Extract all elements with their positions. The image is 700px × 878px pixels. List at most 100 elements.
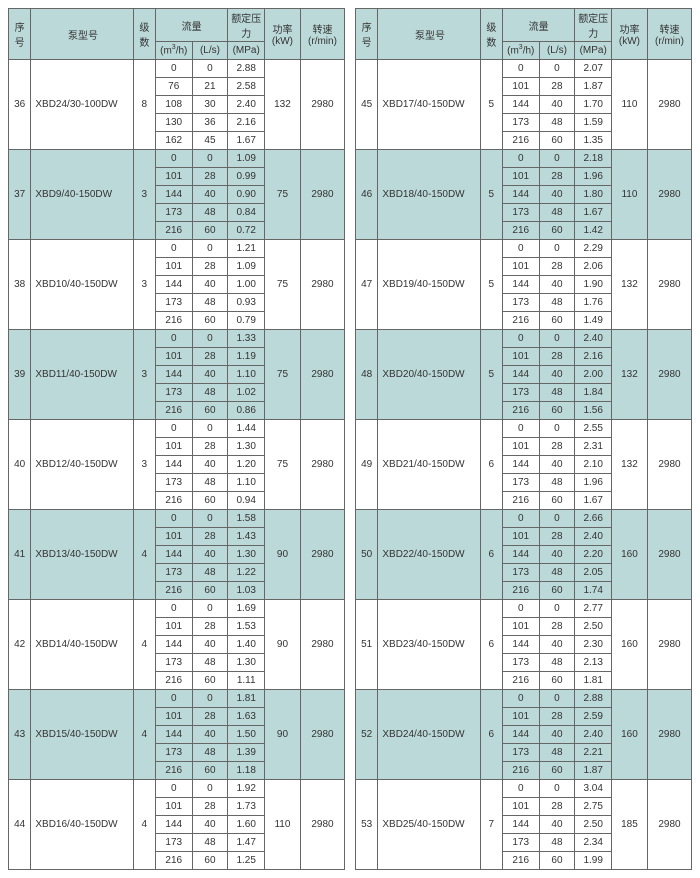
kw-cell: 90 xyxy=(264,510,300,600)
kw-cell: 160 xyxy=(611,510,647,600)
mpa-cell: 1.67 xyxy=(575,492,612,510)
m3h-cell: 0 xyxy=(155,330,192,348)
ls-cell: 60 xyxy=(539,672,575,690)
header-stages: 级数 xyxy=(133,9,155,60)
m3h-cell: 173 xyxy=(155,834,192,852)
mpa-cell: 1.30 xyxy=(228,438,265,456)
kw-cell: 110 xyxy=(264,780,300,870)
ls-cell: 0 xyxy=(192,780,228,798)
mpa-cell: 1.47 xyxy=(228,834,265,852)
ls-cell: 60 xyxy=(192,312,228,330)
mpa-cell: 1.42 xyxy=(575,222,612,240)
seq-cell: 45 xyxy=(356,60,378,150)
mpa-cell: 2.07 xyxy=(575,60,612,78)
ls-cell: 48 xyxy=(192,474,228,492)
ls-cell: 45 xyxy=(192,132,228,150)
rpm-cell: 2980 xyxy=(300,510,344,600)
header-speed: 转速(r/min) xyxy=(647,9,691,60)
mpa-cell: 1.20 xyxy=(228,456,265,474)
right-spec-table: 序号 泵型号 级数 流量 额定压力 功率(kW) 转速(r/min) (m3/h… xyxy=(355,8,692,870)
m3h-cell: 101 xyxy=(502,528,539,546)
stages-cell: 5 xyxy=(480,150,502,240)
stages-cell: 7 xyxy=(480,780,502,870)
m3h-cell: 173 xyxy=(502,744,539,762)
mpa-cell: 1.59 xyxy=(575,114,612,132)
ls-cell: 60 xyxy=(539,582,575,600)
mpa-cell: 1.58 xyxy=(228,510,265,528)
header-power: 功率(kW) xyxy=(611,9,647,60)
mpa-cell: 1.74 xyxy=(575,582,612,600)
m3h-cell: 101 xyxy=(155,618,192,636)
header-seq: 序号 xyxy=(9,9,31,60)
mpa-cell: 2.50 xyxy=(575,618,612,636)
model-cell: XBD23/40-150DW xyxy=(378,600,480,690)
mpa-cell: 2.05 xyxy=(575,564,612,582)
m3h-cell: 144 xyxy=(502,726,539,744)
model-cell: XBD24/30-100DW xyxy=(31,60,133,150)
rpm-cell: 2980 xyxy=(300,150,344,240)
ls-cell: 60 xyxy=(192,852,228,870)
rpm-cell: 2980 xyxy=(300,420,344,510)
mpa-cell: 1.67 xyxy=(575,204,612,222)
ls-cell: 0 xyxy=(539,60,575,78)
rpm-cell: 2980 xyxy=(647,60,691,150)
m3h-cell: 173 xyxy=(502,294,539,312)
ls-cell: 0 xyxy=(539,240,575,258)
m3h-cell: 173 xyxy=(502,564,539,582)
seq-cell: 46 xyxy=(356,150,378,240)
ls-cell: 48 xyxy=(192,564,228,582)
m3h-cell: 173 xyxy=(502,834,539,852)
mpa-cell: 1.80 xyxy=(575,186,612,204)
model-cell: XBD13/40-150DW xyxy=(31,510,133,600)
mpa-cell: 2.59 xyxy=(575,708,612,726)
ls-cell: 0 xyxy=(539,780,575,798)
seq-cell: 48 xyxy=(356,330,378,420)
ls-cell: 40 xyxy=(192,546,228,564)
model-cell: XBD19/40-150DW xyxy=(378,240,480,330)
ls-cell: 0 xyxy=(539,420,575,438)
m3h-cell: 144 xyxy=(155,186,192,204)
rpm-cell: 2980 xyxy=(647,420,691,510)
mpa-cell: 1.67 xyxy=(228,132,265,150)
ls-cell: 48 xyxy=(539,384,575,402)
kw-cell: 110 xyxy=(611,150,647,240)
ls-cell: 48 xyxy=(539,294,575,312)
seq-cell: 37 xyxy=(9,150,31,240)
m3h-cell: 216 xyxy=(155,402,192,420)
m3h-cell: 144 xyxy=(155,546,192,564)
header-pressure: 额定压力 xyxy=(575,9,612,42)
model-cell: XBD9/40-150DW xyxy=(31,150,133,240)
kw-cell: 90 xyxy=(264,600,300,690)
ls-cell: 28 xyxy=(539,258,575,276)
ls-cell: 40 xyxy=(539,456,575,474)
mpa-cell: 1.03 xyxy=(228,582,265,600)
kw-cell: 132 xyxy=(264,60,300,150)
ls-cell: 48 xyxy=(192,744,228,762)
model-cell: XBD22/40-150DW xyxy=(378,510,480,600)
m3h-cell: 173 xyxy=(502,474,539,492)
m3h-cell: 0 xyxy=(502,510,539,528)
header-model: 泵型号 xyxy=(378,9,480,60)
model-cell: XBD11/40-150DW xyxy=(31,330,133,420)
m3h-cell: 173 xyxy=(155,204,192,222)
ls-cell: 40 xyxy=(539,186,575,204)
m3h-cell: 144 xyxy=(502,366,539,384)
kw-cell: 132 xyxy=(611,330,647,420)
m3h-cell: 162 xyxy=(155,132,192,150)
mpa-cell: 3.04 xyxy=(575,780,612,798)
ls-cell: 48 xyxy=(539,654,575,672)
mpa-cell: 1.56 xyxy=(575,402,612,420)
seq-cell: 52 xyxy=(356,690,378,780)
stages-cell: 6 xyxy=(480,510,502,600)
ls-cell: 48 xyxy=(539,744,575,762)
m3h-cell: 216 xyxy=(155,852,192,870)
rpm-cell: 2980 xyxy=(300,780,344,870)
m3h-cell: 144 xyxy=(155,816,192,834)
ls-cell: 0 xyxy=(192,420,228,438)
mpa-cell: 1.00 xyxy=(228,276,265,294)
ls-cell: 21 xyxy=(192,78,228,96)
ls-cell: 40 xyxy=(192,816,228,834)
m3h-cell: 144 xyxy=(155,456,192,474)
ls-cell: 36 xyxy=(192,114,228,132)
kw-cell: 75 xyxy=(264,420,300,510)
